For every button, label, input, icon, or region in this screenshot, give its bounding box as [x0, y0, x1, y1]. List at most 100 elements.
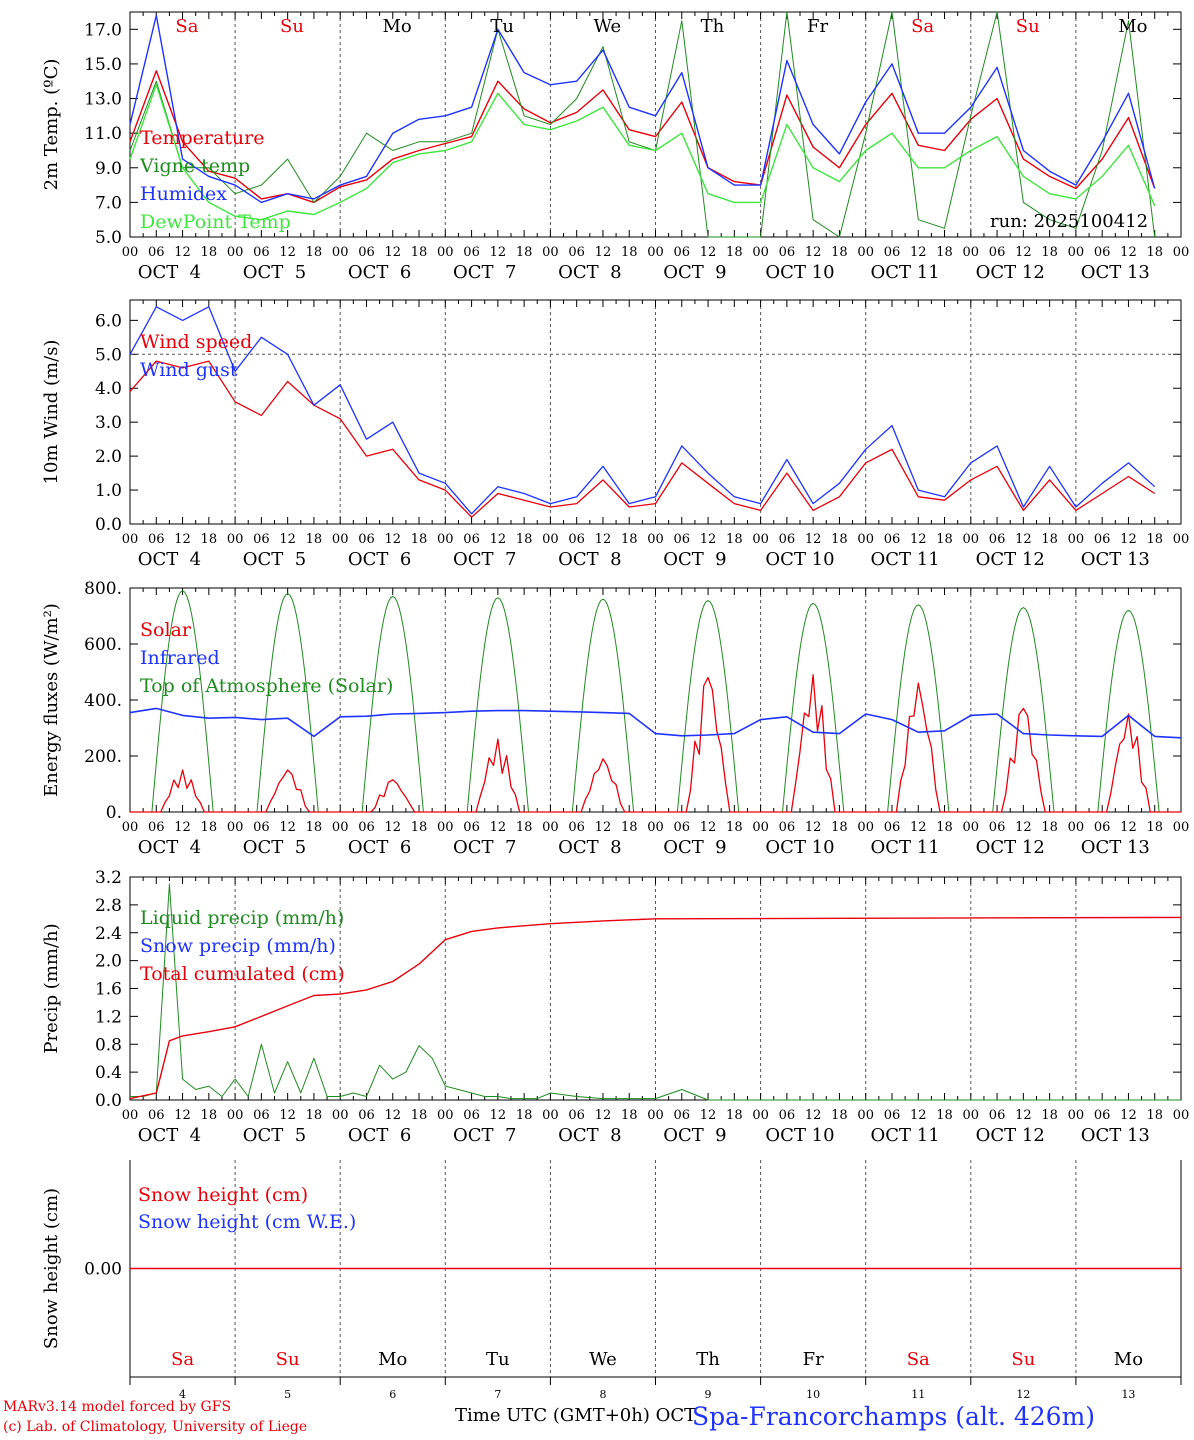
- date-label: OCT 7: [453, 549, 516, 570]
- y-tick-label: 200.: [84, 747, 122, 767]
- y-axis-title: Energy fluxes (W/m²): [41, 603, 62, 797]
- hour-tick-label: 18: [1146, 1108, 1163, 1123]
- date-label: OCT 10: [765, 1125, 834, 1146]
- date-label: OCT 8: [558, 837, 621, 858]
- hour-tick-label: 00: [647, 1108, 664, 1123]
- hour-tick-label: 12: [595, 532, 612, 547]
- line-wind-speed: [129, 360, 1156, 518]
- date-label: OCT 11: [871, 549, 940, 570]
- hour-tick-label: 18: [936, 1108, 953, 1123]
- hour-tick-label: 12: [174, 245, 191, 260]
- hour-tick-label: 18: [621, 820, 638, 835]
- weekday-label: Su: [280, 16, 304, 37]
- date-label: OCT 4: [138, 262, 201, 283]
- hour-tick-label: 06: [148, 1108, 165, 1123]
- hour-tick-label: 00: [752, 245, 769, 260]
- date-label: OCT 8: [558, 1125, 621, 1146]
- hour-tick-label: 18: [831, 1108, 848, 1123]
- hour-tick-label: 18: [936, 532, 953, 547]
- date-label: OCT 12: [976, 549, 1045, 570]
- line-solar: [130, 674, 1181, 813]
- weekday-label: Su: [1016, 16, 1040, 37]
- hour-tick-label: 00: [1068, 532, 1085, 547]
- hour-tick-label: 12: [805, 820, 822, 835]
- hour-tick-label: 00: [542, 820, 559, 835]
- date-label: OCT 8: [558, 549, 621, 570]
- hour-tick-label: 18: [1146, 820, 1163, 835]
- hour-tick-label: 12: [174, 820, 191, 835]
- hour-tick-label: 06: [674, 245, 691, 260]
- date-label: OCT 12: [976, 262, 1045, 283]
- hour-tick-label: 06: [989, 820, 1006, 835]
- legend-snow-precip-mm-h-: Snow precip (mm/h): [140, 935, 336, 957]
- hour-tick-label: 06: [884, 1108, 901, 1123]
- date-label: OCT 13: [1081, 262, 1150, 283]
- y-tick-label: 0.00: [84, 1260, 122, 1280]
- y-tick-label: 1.6: [95, 980, 122, 1000]
- y-tick-label: 4.0: [95, 379, 122, 399]
- hour-tick-label: 06: [989, 532, 1006, 547]
- hour-tick-label: 00: [752, 532, 769, 547]
- day-number-label: 7: [494, 1388, 501, 1401]
- weekday-label: Mo: [1118, 16, 1147, 37]
- hour-tick-label: 00: [1068, 1108, 1085, 1123]
- hour-tick-label: 00: [332, 532, 349, 547]
- hour-tick-label: 06: [148, 245, 165, 260]
- hour-tick-label: 00: [857, 245, 874, 260]
- hour-tick-label: 12: [279, 532, 296, 547]
- hour-tick-label: 00: [542, 245, 559, 260]
- day-number-label: 5: [284, 1388, 291, 1401]
- date-label: OCT 9: [663, 262, 726, 283]
- hour-tick-label: 12: [700, 245, 717, 260]
- hour-tick-label: 00: [122, 532, 139, 547]
- hour-tick-label: 12: [910, 820, 927, 835]
- hour-tick-label: 12: [174, 1108, 191, 1123]
- hour-tick-label: 06: [148, 532, 165, 547]
- legend-snow-height-cm-w-e-: Snow height (cm W.E.): [138, 1211, 356, 1233]
- date-label: OCT 10: [765, 837, 834, 858]
- hour-tick-label: 18: [306, 245, 323, 260]
- day-number-label: 4: [179, 1388, 186, 1401]
- legend-solar: Solar: [140, 619, 192, 641]
- date-label: OCT 6: [348, 837, 411, 858]
- hour-tick-label: 18: [621, 532, 638, 547]
- hour-tick-label: 18: [201, 532, 218, 547]
- weekday-label: We: [593, 16, 621, 37]
- hour-tick-label: 00: [963, 245, 980, 260]
- line-total-cumulated: [129, 916, 1182, 1100]
- hour-tick-label: 06: [463, 820, 480, 835]
- hour-tick-label: 18: [936, 245, 953, 260]
- hour-tick-label: 06: [463, 532, 480, 547]
- hour-tick-label: 00: [1173, 532, 1190, 547]
- hour-tick-label: 06: [779, 1108, 796, 1123]
- hour-tick-label: 12: [490, 532, 507, 547]
- hour-tick-label: 12: [595, 245, 612, 260]
- hour-tick-label: 18: [1041, 532, 1058, 547]
- hour-tick-label: 18: [411, 245, 428, 260]
- date-label: OCT 11: [871, 837, 940, 858]
- y-tick-label: 6.0: [95, 311, 122, 331]
- y-tick-label: 0.8: [95, 1035, 122, 1055]
- date-label: OCT 4: [138, 549, 201, 570]
- hour-tick-label: 18: [306, 1108, 323, 1123]
- hour-tick-label: 06: [253, 245, 270, 260]
- hour-tick-label: 18: [201, 1108, 218, 1123]
- legend-snow-height-cm-: Snow height (cm): [138, 1184, 308, 1206]
- legend-top-of-atmosphere-solar-: Top of Atmosphere (Solar): [140, 675, 393, 697]
- hour-tick-label: 12: [805, 532, 822, 547]
- date-label: OCT 8: [558, 262, 621, 283]
- hour-tick-label: 00: [122, 820, 139, 835]
- y-tick-label: 600.: [84, 635, 122, 655]
- hour-tick-label: 12: [279, 820, 296, 835]
- y-tick-label: 0.4: [95, 1063, 122, 1083]
- date-label: OCT 5: [243, 1125, 306, 1146]
- hour-tick-label: 18: [726, 245, 743, 260]
- date-label: OCT 6: [348, 549, 411, 570]
- weekday-label: Sa: [911, 16, 934, 37]
- hour-tick-label: 00: [752, 1108, 769, 1123]
- hour-tick-label: 06: [779, 820, 796, 835]
- hour-tick-label: 12: [595, 1108, 612, 1123]
- date-label: OCT 7: [453, 1125, 516, 1146]
- hour-tick-label: 18: [621, 1108, 638, 1123]
- hour-tick-label: 06: [1094, 245, 1111, 260]
